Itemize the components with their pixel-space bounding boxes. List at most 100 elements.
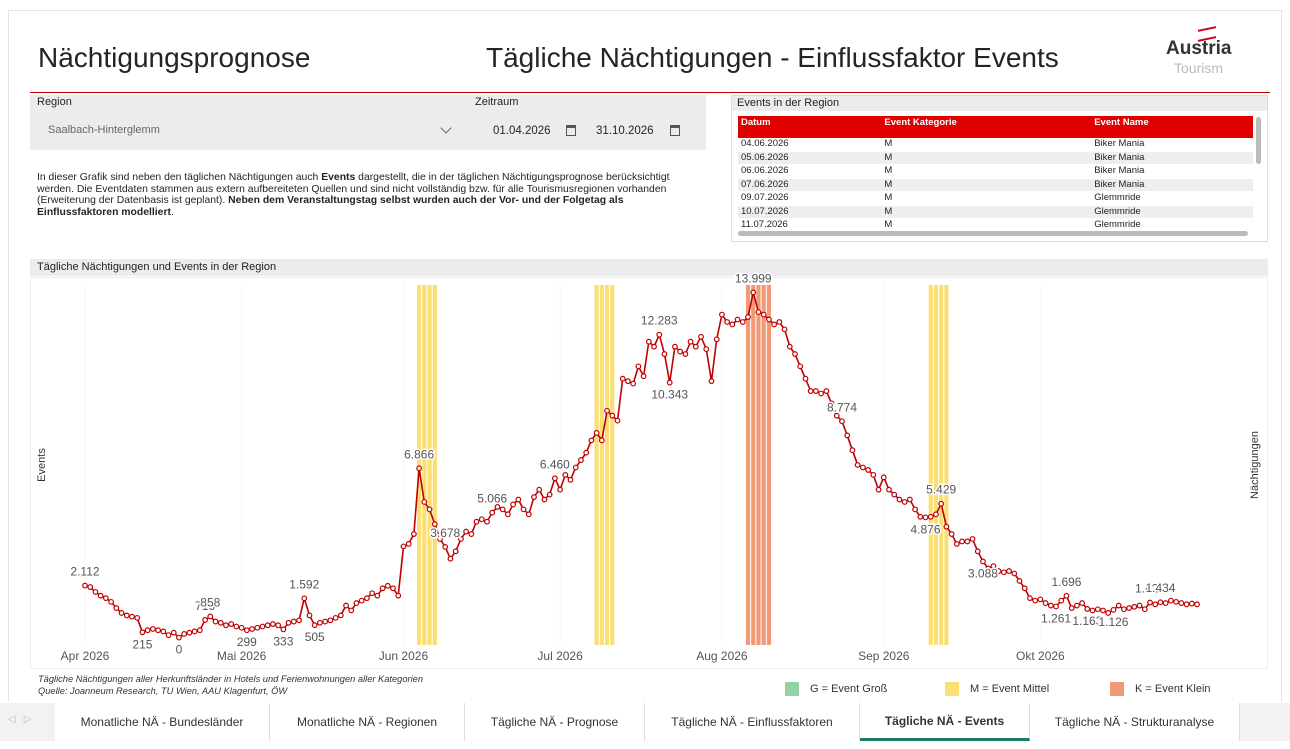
plot-frame <box>30 277 1268 669</box>
point <box>1011 570 1018 577</box>
point <box>1047 602 1054 609</box>
point <box>1173 598 1180 605</box>
calendar-icon[interactable] <box>566 125 576 136</box>
table-row: 07.06.2026 M Biker Mania <box>738 178 1253 192</box>
point <box>202 617 208 623</box>
point <box>729 321 736 328</box>
point <box>980 558 986 565</box>
point <box>792 351 798 357</box>
data-label: 6.460 <box>540 457 570 471</box>
point <box>499 506 506 513</box>
point <box>953 541 960 547</box>
events-panel: Events in der Region Datum Event Kategori… <box>731 95 1268 242</box>
point <box>1141 606 1148 613</box>
point <box>447 555 454 562</box>
x-tick-label: Apr 2026 <box>61 649 110 663</box>
point <box>745 314 751 320</box>
table-cell: 10.07.2026 <box>738 205 882 219</box>
data-label: 3.088 <box>968 566 998 580</box>
data-label: 13.999 <box>735 271 772 285</box>
point <box>645 338 652 345</box>
point <box>964 538 971 545</box>
data-label: 4.876 <box>911 522 941 536</box>
table-cell: 06.06.2026 <box>738 164 882 179</box>
point <box>776 319 783 325</box>
point <box>442 544 449 550</box>
point <box>217 619 224 626</box>
events-title: Events in der Region <box>732 96 1267 111</box>
point <box>1136 602 1143 609</box>
tab[interactable]: Tägliche NÄ - Einflussfaktoren <box>645 703 860 741</box>
point <box>191 628 198 635</box>
y2-axis-title: Nächtigungen <box>1249 431 1261 499</box>
point <box>264 622 271 629</box>
point <box>828 400 835 407</box>
point <box>301 595 308 602</box>
point <box>1162 600 1169 606</box>
data-label: 333 <box>273 634 293 648</box>
tab[interactable]: Tägliche NÄ - Prognose <box>465 703 645 741</box>
scrollbar[interactable] <box>1256 117 1261 164</box>
tab[interactable]: Monatliche NÄ - Regionen <box>270 703 465 741</box>
point <box>933 511 939 518</box>
data-label: 716 <box>195 599 215 613</box>
point <box>1042 600 1049 606</box>
point <box>525 511 532 518</box>
point <box>630 380 637 387</box>
point <box>332 614 339 621</box>
point <box>155 627 161 634</box>
point <box>901 499 908 505</box>
point <box>160 628 167 635</box>
data-label: 1.163 <box>1072 614 1102 628</box>
point <box>452 548 459 555</box>
point <box>708 378 715 385</box>
point <box>421 499 428 505</box>
tab[interactable]: Tägliche NÄ - Strukturanalyse <box>1030 703 1240 741</box>
point <box>938 500 945 507</box>
point <box>849 447 856 454</box>
point <box>322 618 329 625</box>
data-label: 1.126 <box>1098 615 1128 629</box>
point <box>1079 600 1086 606</box>
point <box>478 516 485 523</box>
description: In dieser Grafik sind neben den tägliche… <box>37 172 705 219</box>
point <box>243 627 250 634</box>
table-cell: M <box>881 191 1092 206</box>
region-label: Region <box>37 96 72 108</box>
x-tick-label: Okt 2026 <box>1016 649 1065 663</box>
point <box>1058 597 1065 604</box>
scrollbar[interactable] <box>738 231 1248 236</box>
data-label: 5.429 <box>926 483 956 497</box>
table-cell: Biker Mania <box>1091 151 1253 165</box>
point <box>275 622 282 629</box>
event-band <box>422 285 427 645</box>
data-label: 0 <box>176 643 183 657</box>
table-row: 11.07.2026 M Glemmride <box>738 218 1253 233</box>
line <box>84 292 1198 639</box>
point <box>1152 601 1159 608</box>
point <box>139 629 146 636</box>
point <box>181 631 188 637</box>
point <box>113 605 120 611</box>
x-tick-label: Mai 2026 <box>217 649 267 663</box>
point <box>317 619 323 626</box>
calendar-icon[interactable] <box>670 125 680 136</box>
point <box>1021 585 1028 592</box>
point <box>515 496 522 503</box>
point <box>1074 602 1080 609</box>
point <box>698 333 704 340</box>
point <box>927 513 934 520</box>
data-label: 6.866 <box>404 447 434 461</box>
point <box>635 363 642 370</box>
region-dropdown[interactable]: Saalbach-Hinterglemm <box>48 124 160 136</box>
event-band <box>745 285 751 645</box>
tab[interactable]: Monatliche NÄ - Bundesländer <box>55 703 270 741</box>
data-label: 858 <box>200 595 220 609</box>
period-start[interactable]: 01.04.2026 <box>493 125 551 137</box>
data-label: 3.678 <box>430 526 460 540</box>
tab-arrows[interactable]: ◁▷ <box>8 714 40 725</box>
tab[interactable]: Tägliche NÄ - Events <box>860 703 1030 741</box>
data-label: 5.066 <box>477 492 507 506</box>
point <box>296 617 302 624</box>
period-end[interactable]: 31.10.2026 <box>596 125 654 137</box>
